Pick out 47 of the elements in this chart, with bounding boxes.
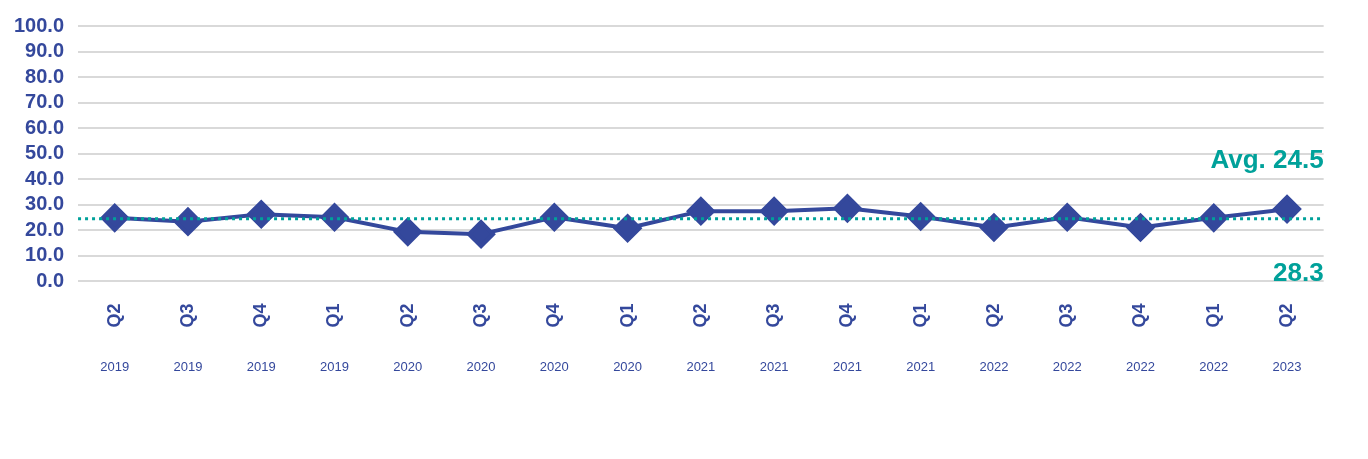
category-label: Q4 2022 xyxy=(1126,303,1155,374)
y-tick-label: 80.0 xyxy=(25,64,65,87)
y-tick-label: 30.0 xyxy=(25,192,65,215)
point xyxy=(393,217,422,246)
category-label: Q3 2020 xyxy=(466,303,496,374)
point xyxy=(833,194,862,223)
point xyxy=(1053,203,1082,232)
category-label: Q1 2021 xyxy=(906,303,936,374)
y-tick-label: 70.0 xyxy=(25,90,65,113)
point xyxy=(100,203,129,232)
category-label: Q2 2019 xyxy=(100,303,130,374)
category-label: Q1 2020 xyxy=(613,303,643,374)
category-label: Q4 2019 xyxy=(246,303,276,374)
point xyxy=(686,197,715,226)
category-label: Q2 2023 xyxy=(1272,303,1302,374)
point xyxy=(979,213,1008,242)
category-label: Q4 2021 xyxy=(832,303,862,374)
category-label: Q1 2019 xyxy=(320,303,349,374)
point xyxy=(1273,195,1302,224)
y-tick-label: 60.0 xyxy=(25,115,65,138)
y-tick-label: 90.0 xyxy=(25,39,65,62)
y-tick-label: 20.0 xyxy=(25,217,65,240)
y-tick-label: 50.0 xyxy=(25,141,65,164)
point xyxy=(540,203,569,232)
point xyxy=(760,197,789,226)
point xyxy=(320,203,349,232)
category-label: Q2 2020 xyxy=(393,303,423,374)
category-label: Q3 2022 xyxy=(1052,303,1082,374)
y-tick-label: 0.0 xyxy=(36,268,65,291)
ref-line-label: Avg. 24.5 xyxy=(1210,144,1324,174)
y-tick-label: 10.0 xyxy=(25,243,65,266)
point xyxy=(1126,213,1155,242)
category-label: Q4 2020 xyxy=(539,303,569,374)
point xyxy=(1199,203,1228,232)
category-label: Q1 2022 xyxy=(1199,303,1229,374)
point xyxy=(173,207,202,236)
point xyxy=(906,202,935,231)
point xyxy=(467,220,496,249)
category-label: Q2 2021 xyxy=(686,303,716,374)
category-label: Q3 2021 xyxy=(759,303,789,374)
point xyxy=(613,214,642,243)
data-label: 28.3 xyxy=(1273,257,1324,288)
category-label: Q3 2019 xyxy=(173,303,203,374)
y-tick-label: 100.0 xyxy=(13,13,65,36)
point xyxy=(247,200,276,229)
y-tick-label: 40.0 xyxy=(25,166,65,189)
category-label: Q2 2022 xyxy=(979,303,1009,374)
